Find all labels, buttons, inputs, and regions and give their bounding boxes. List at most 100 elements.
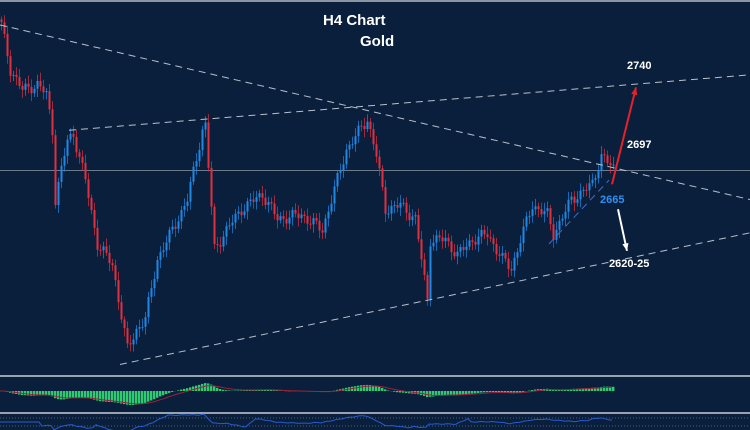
macd-histogram-bar xyxy=(588,387,591,391)
macd-histogram-bar xyxy=(63,391,66,400)
macd-histogram-bar xyxy=(537,389,540,391)
candle-body xyxy=(330,203,333,212)
bullish-arrow xyxy=(611,87,637,185)
candle-body xyxy=(315,218,318,221)
macd-histogram-bar xyxy=(126,391,129,405)
candle-body xyxy=(351,144,354,146)
macd-histogram-bar xyxy=(489,391,492,393)
macd-histogram-bar xyxy=(474,391,477,394)
candle-body xyxy=(537,206,540,209)
candle-body xyxy=(321,230,324,233)
macd-histogram-bar xyxy=(441,391,444,396)
candle-body xyxy=(264,197,267,206)
macd-histogram-bar xyxy=(162,391,165,396)
candle-body xyxy=(606,155,609,164)
candle-body xyxy=(474,241,477,245)
candle-body xyxy=(381,168,384,188)
candle-body xyxy=(174,226,177,229)
candle-body xyxy=(444,237,447,242)
macd-histogram-bar xyxy=(156,391,159,398)
candle-body xyxy=(180,209,183,222)
macd-histogram-bar xyxy=(54,391,57,399)
candle-body xyxy=(609,163,612,166)
candle-body xyxy=(540,208,543,215)
candle-body xyxy=(579,190,582,200)
candle-body xyxy=(582,189,585,191)
candle-body xyxy=(159,252,162,261)
candle-body xyxy=(603,154,606,156)
macd-histogram-bar xyxy=(501,391,504,393)
macd-histogram-bar xyxy=(273,390,276,391)
candle-body xyxy=(573,196,576,203)
candle-body xyxy=(111,263,114,266)
candle-body xyxy=(495,243,498,255)
candle-body xyxy=(231,222,234,226)
candle-body xyxy=(384,187,387,214)
macd-histogram-bar xyxy=(183,388,186,391)
macd-histogram-bar xyxy=(144,391,147,403)
candle-body xyxy=(414,215,417,217)
candle-body xyxy=(6,33,9,57)
candle-body xyxy=(63,155,66,166)
candle-body xyxy=(57,181,60,206)
candle-body xyxy=(297,213,300,219)
macd-histogram-bar xyxy=(432,391,435,397)
candle-body xyxy=(162,250,165,253)
macd-histogram-bar xyxy=(405,391,408,394)
macd-histogram-bar xyxy=(219,389,222,391)
candle-body xyxy=(327,211,330,219)
candle-body xyxy=(72,133,75,137)
macd-histogram-bar xyxy=(366,384,369,391)
macd-histogram-bar xyxy=(375,386,378,391)
macd-histogram-bar xyxy=(36,391,39,396)
candle-body xyxy=(255,197,258,202)
macd-histogram-bar xyxy=(81,391,84,398)
trendline-upper-channel xyxy=(68,74,750,131)
macd-histogram-bar xyxy=(606,386,609,391)
candle-body xyxy=(303,214,306,217)
trendline-short-term-support xyxy=(548,179,610,245)
macd-histogram-bar xyxy=(138,391,141,405)
candle-body xyxy=(345,149,348,165)
candle-body xyxy=(450,241,453,253)
candle-body xyxy=(396,205,399,208)
candle-body xyxy=(156,260,159,279)
candle-body xyxy=(153,278,156,289)
candle-body xyxy=(129,343,132,345)
macd-signal-line xyxy=(0,385,613,405)
candle-body xyxy=(69,133,72,140)
candle-body xyxy=(285,218,288,224)
candle-body xyxy=(117,280,120,303)
macd-histogram-bar xyxy=(552,389,555,391)
candle-body xyxy=(486,234,489,238)
macd-histogram-bar xyxy=(468,391,471,394)
candle-body xyxy=(78,152,81,157)
candle-body xyxy=(366,121,369,130)
macd-histogram-bar xyxy=(567,389,570,391)
macd-histogram-bar xyxy=(87,391,90,399)
macd-histogram-bar xyxy=(387,390,390,391)
candle-body xyxy=(3,22,6,34)
macd-histogram-bar xyxy=(597,387,600,391)
macd-histogram-bar xyxy=(453,391,456,395)
candle-body xyxy=(195,161,198,167)
macd-histogram-bar xyxy=(78,391,81,398)
candle-body xyxy=(516,252,519,258)
macd-histogram-bar xyxy=(564,389,567,391)
macd-histogram-bar xyxy=(576,388,579,391)
candle-body xyxy=(60,165,63,182)
candle-body xyxy=(369,121,372,130)
candle-body xyxy=(525,216,528,227)
candle-body xyxy=(387,213,390,215)
candle-body xyxy=(210,167,213,207)
candle-body xyxy=(342,164,345,171)
macd-histogram-bar xyxy=(111,391,114,403)
macd-histogram-bar xyxy=(369,384,372,391)
candle-body xyxy=(198,150,201,162)
macd-histogram-bar xyxy=(399,391,402,393)
candle-body xyxy=(549,208,552,225)
macd-histogram-bar xyxy=(459,391,462,395)
candle-body xyxy=(465,246,468,250)
macd-histogram-bar xyxy=(372,385,375,391)
candle-body xyxy=(276,214,279,221)
